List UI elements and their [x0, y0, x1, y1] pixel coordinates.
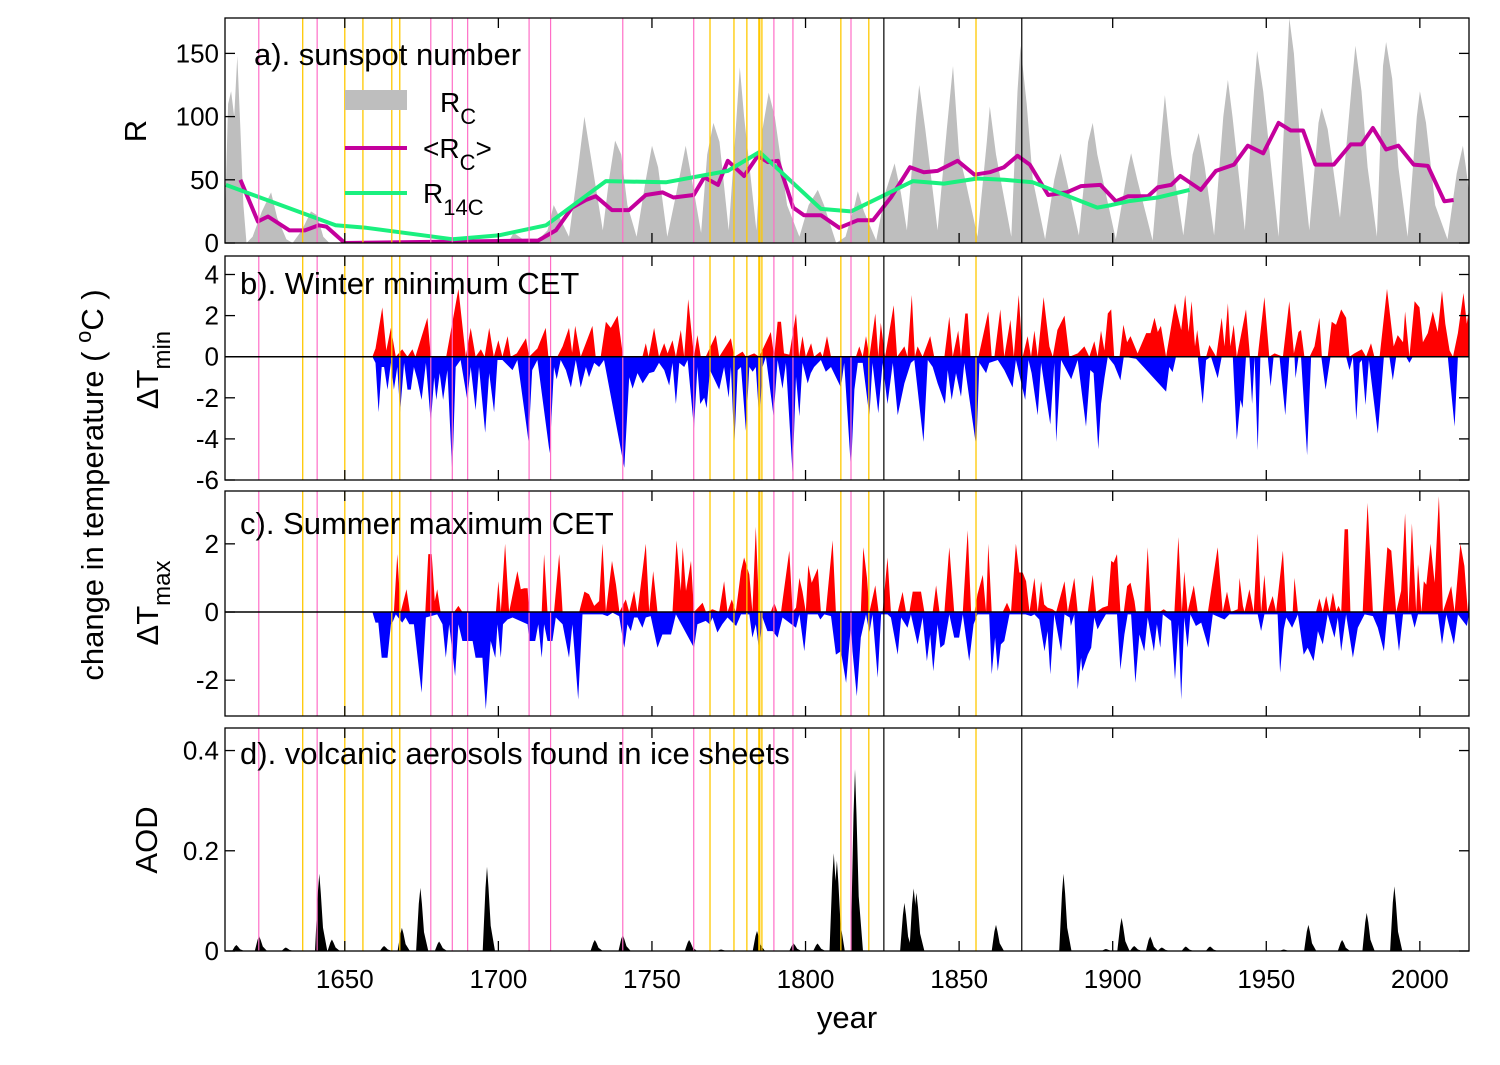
- aod-peak: [1390, 886, 1403, 951]
- legend-label-rc: RC: [440, 87, 476, 129]
- aod-peak: [482, 866, 495, 951]
- aod-peak: [1157, 947, 1170, 951]
- panel-b-plot: [258, 256, 1469, 480]
- aod-peak: [850, 769, 863, 951]
- ytick-label: -6: [196, 465, 219, 495]
- axes-layer: 0 50 100 150 -6 -4 -2 0 2 4 -2 0 2 0 0.2 0.4 1650 1700 175…: [176, 17, 1470, 994]
- aod-peak: [684, 940, 698, 951]
- aod-peak: [912, 892, 925, 951]
- aod-peak: [900, 902, 913, 951]
- ytick-label: 0: [205, 342, 219, 372]
- ylabel-panel-d: AOD: [129, 806, 164, 873]
- panel-c-plot: [258, 491, 1469, 716]
- aod-peak: [813, 943, 826, 951]
- aod-peak: [416, 887, 429, 951]
- xtick-label: 1700: [469, 964, 527, 994]
- legend-label-rc-mean: <RC>: [423, 133, 492, 175]
- ytick-label: 2: [205, 529, 219, 559]
- ytick-label: 100: [176, 102, 219, 132]
- ytick-label: -2: [196, 383, 219, 413]
- panel-d-plot: [232, 728, 1403, 951]
- panel-b-title: b). Winter minimum CET: [240, 266, 579, 301]
- panel-c-series-1-area: [372, 612, 1469, 710]
- aod-peak: [314, 873, 328, 951]
- plot-data-layer: [225, 18, 1469, 951]
- aod-peak: [254, 936, 268, 951]
- aod-peak: [1205, 946, 1218, 951]
- aod-peak: [1145, 936, 1159, 951]
- legend-label-r14c: R14C: [423, 178, 484, 220]
- aod-peak: [1337, 940, 1351, 951]
- aod-peak: [1117, 917, 1130, 951]
- xtick-label: 1850: [930, 964, 988, 994]
- panel-c-frame: [224, 490, 1470, 717]
- aod-peak: [434, 941, 448, 951]
- ytick-label: 0: [205, 936, 219, 966]
- ytick-label: 150: [176, 38, 219, 68]
- aod-peak: [1129, 946, 1143, 951]
- aod-peak: [1181, 946, 1194, 951]
- ytick-label: 0: [205, 228, 219, 258]
- panel-b-frame: [224, 255, 1470, 481]
- ytick-label: 4: [205, 259, 219, 289]
- ytick-label: 0.4: [183, 736, 219, 766]
- aod-peak: [327, 939, 340, 951]
- aod-peak: [789, 943, 802, 951]
- aod-peak: [832, 860, 845, 951]
- panel-a-series-1-line: [238, 120, 1454, 243]
- panel-a-plot: [225, 18, 1469, 243]
- panel-a-frame: [224, 17, 1470, 244]
- ytick-label: 0: [205, 597, 219, 627]
- xtick-label: 2000: [1391, 964, 1449, 994]
- xtick-label: 1900: [1084, 964, 1142, 994]
- xtick-label: 1800: [777, 964, 835, 994]
- aod-peak: [379, 946, 393, 951]
- panel-d-frame: [224, 727, 1470, 952]
- aod-peak: [281, 947, 294, 951]
- aod-peak: [1304, 924, 1317, 951]
- xtick-label: 1750: [623, 964, 681, 994]
- xtick-label: 1650: [316, 964, 374, 994]
- ylabel-panel-a: R: [118, 120, 153, 142]
- panel-b-series-1-area: [372, 356, 1469, 474]
- ytick-label: 2: [205, 301, 219, 331]
- panel-a-series-2-line: [225, 150, 1190, 242]
- legend: RC <RC> R14C: [345, 87, 492, 220]
- xtick-label: 1950: [1237, 964, 1295, 994]
- aod-peak: [1362, 912, 1375, 951]
- panel-d-title: d). volcanic aerosols found in ice sheet…: [240, 736, 790, 771]
- panel-a-title: a). sunspot number: [254, 37, 521, 72]
- ylabel-panel-b: ΔTmin: [130, 331, 176, 409]
- aod-peak: [1059, 873, 1072, 951]
- shared-ylabel: change in temperature ( oC ): [71, 289, 110, 680]
- ytick-label: 0.2: [183, 836, 219, 866]
- aod-peak: [397, 927, 410, 951]
- ytick-label: -4: [196, 424, 219, 454]
- ytick-label: -2: [196, 665, 219, 695]
- ylabel-panel-c: ΔTmax: [130, 561, 176, 646]
- panel-c-series-0-area: [372, 496, 1469, 613]
- ytick-label: 50: [190, 165, 219, 195]
- xlabel: year: [817, 1000, 877, 1035]
- aod-peak: [991, 924, 1004, 951]
- aod-peak: [618, 935, 631, 951]
- legend-swatch-rc: [345, 90, 407, 110]
- panel-c-title: c). Summer maximum CET: [240, 506, 614, 541]
- aod-peak: [590, 940, 603, 951]
- aod-peak: [232, 945, 245, 951]
